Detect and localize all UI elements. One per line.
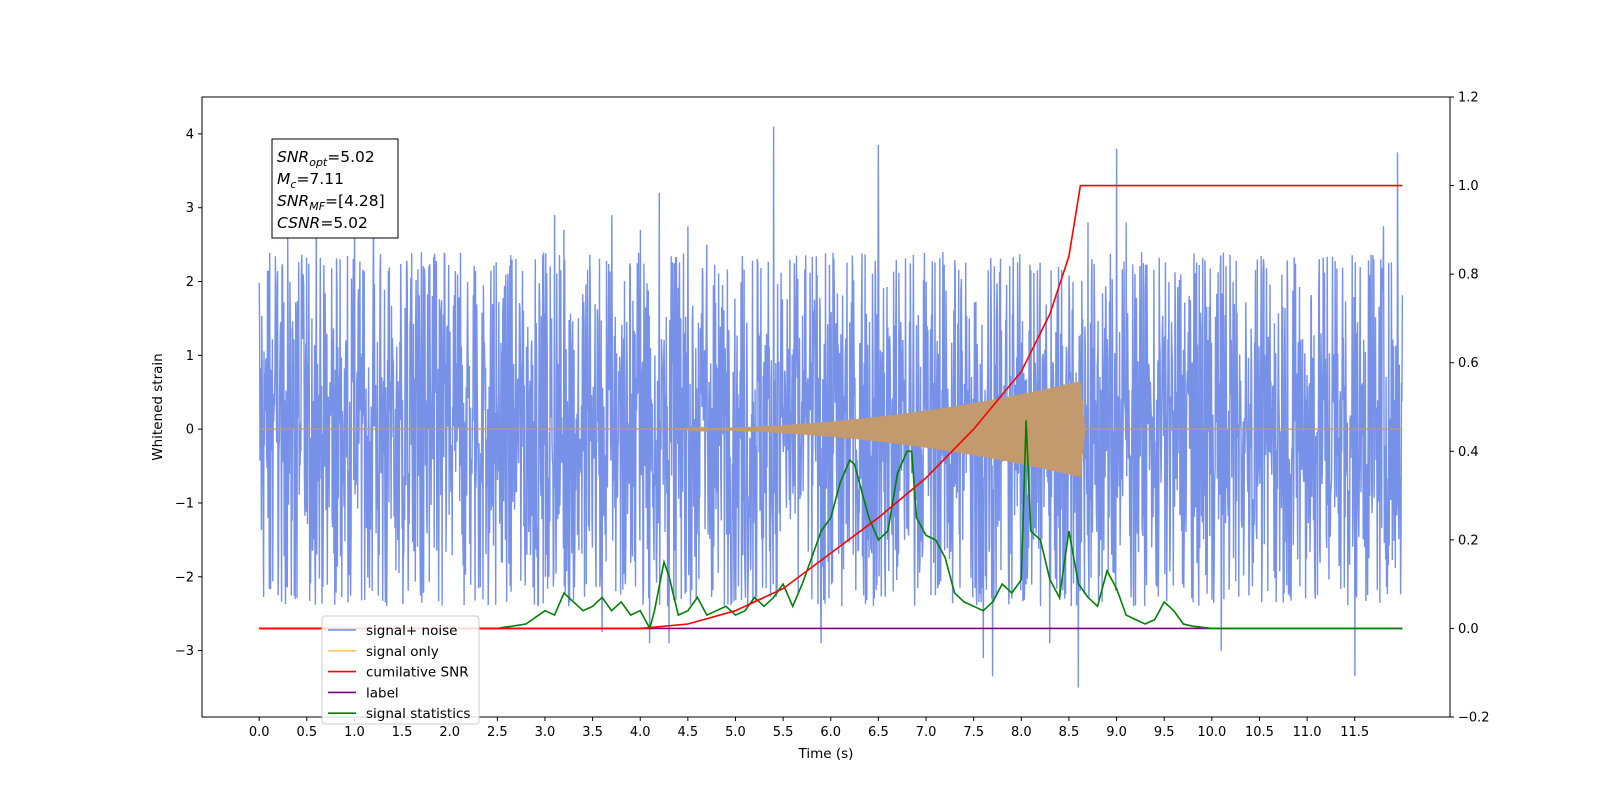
legend-items: signal+ noise signal only cumilative SNR la…	[328, 623, 470, 722]
y2-tick-label: 1.0	[1458, 179, 1479, 194]
y-axis-right: 1.2 1.0 0.8 0.6 0.4 0.2 0.0 −0.2	[1450, 91, 1490, 726]
x-tick-label: 1.0	[344, 725, 365, 740]
y-tick-label: −3	[175, 644, 194, 659]
annotation-line: SNRMF=[4.28]	[277, 192, 385, 213]
x-tick-label: 10.5	[1245, 725, 1274, 740]
x-axis-label: Time (s)	[798, 746, 854, 762]
legend-label: signal statistics	[366, 706, 470, 722]
x-tick-label: 10.0	[1197, 725, 1226, 740]
y-axis-label: Whitened strain	[150, 353, 166, 460]
x-tick-label: 5.5	[773, 725, 794, 740]
x-tick-label: 8.5	[1059, 725, 1080, 740]
series-signal-noise	[258, 126, 1404, 688]
x-tick-label: 7.5	[963, 725, 984, 740]
y-tick-label: −2	[175, 570, 194, 585]
annotation-line: CSNR=5.02	[277, 214, 368, 232]
x-tick-label: 3.5	[582, 725, 603, 740]
x-tick-label: 6.0	[820, 725, 841, 740]
y-tick-label: −1	[175, 496, 194, 511]
y-tick-label: 2	[186, 275, 194, 290]
x-tick-label: 0.0	[249, 725, 270, 740]
y-axis-left: 4 3 2 1 0 −1 −2 −3	[175, 127, 202, 659]
y2-tick-label: 1.2	[1458, 91, 1479, 106]
legend: signal+ noise signal only cumilative SNR la…	[321, 615, 480, 725]
x-tick-label: 0.5	[296, 725, 317, 740]
x-tick-label: 7.0	[916, 725, 937, 740]
x-tick-label: 2.5	[487, 725, 508, 740]
legend-label: cumilative SNR	[366, 665, 469, 681]
legend-label: signal only	[366, 644, 439, 660]
y-tick-label: 4	[186, 127, 194, 142]
legend-label: label	[366, 685, 399, 701]
x-axis: 0.0 0.5 1.0 1.5 2.0 2.5 3.0 3.5 4.0 4.5 5.0 5.5 6.0 6…	[249, 717, 1369, 740]
y2-tick-label: 0.6	[1458, 356, 1479, 371]
x-tick-label: 4.5	[678, 725, 699, 740]
series-cumulative-snr	[259, 184, 1403, 630]
axes-frame	[201, 96, 1451, 718]
x-tick-label: 4.0	[630, 725, 651, 740]
legend-label: signal+ noise	[366, 623, 457, 639]
annotation-line: Mc=7.11	[277, 170, 344, 191]
x-tick-label: 6.5	[868, 725, 889, 740]
x-tick-label: 11.0	[1293, 725, 1322, 740]
y2-tick-label: −0.2	[1458, 711, 1490, 726]
x-tick-label: 11.5	[1340, 725, 1369, 740]
y-tick-label: 1	[186, 349, 194, 364]
x-tick-label: 2.0	[439, 725, 460, 740]
y-tick-label: 3	[186, 201, 194, 216]
x-tick-label: 5.0	[725, 725, 746, 740]
y-tick-label: 0	[186, 423, 194, 438]
series-signal-statistics	[259, 420, 1403, 631]
x-tick-label: 8.0	[1011, 725, 1032, 740]
x-tick-label: 3.0	[535, 725, 556, 740]
y2-tick-label: 0.8	[1458, 268, 1479, 283]
y2-tick-label: 0.0	[1458, 622, 1479, 637]
series-signal-only	[259, 381, 1403, 478]
x-tick-label: 9.5	[1154, 725, 1175, 740]
y2-tick-label: 0.2	[1458, 533, 1479, 548]
x-tick-label: 1.5	[392, 725, 413, 740]
x-tick-label: 9.0	[1106, 725, 1127, 740]
annotation-frame	[271, 138, 399, 239]
y2-tick-label: 0.4	[1458, 445, 1479, 460]
legend-frame	[321, 615, 480, 725]
annotation-line: SNRopt=5.02	[277, 148, 375, 169]
